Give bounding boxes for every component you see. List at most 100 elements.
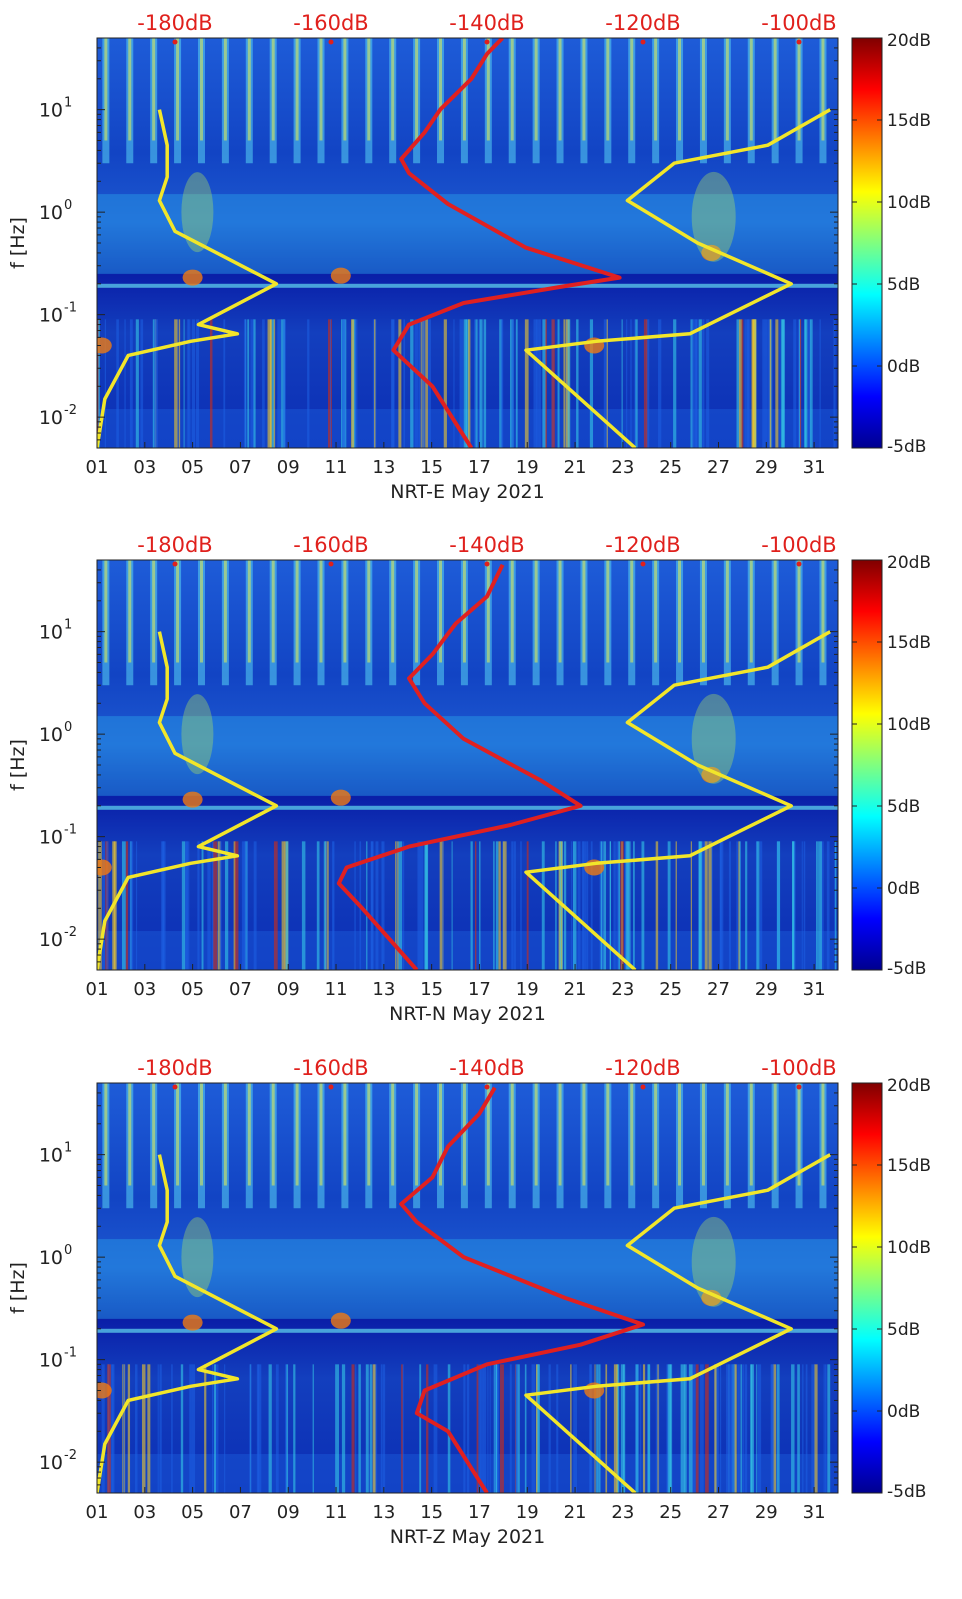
top-db-label: -100dB xyxy=(761,11,836,35)
lowfreq-bar xyxy=(834,841,837,970)
energy-blob xyxy=(691,1216,736,1307)
lowfreq-bar xyxy=(483,319,487,448)
lowfreq-bar xyxy=(354,841,356,970)
lowfreq-bar xyxy=(241,841,245,970)
daily-streak-core xyxy=(462,1083,466,1186)
energy-spot xyxy=(182,1314,203,1331)
lowfreq-bar xyxy=(410,319,414,448)
lowfreq-bar xyxy=(98,319,100,448)
daily-streak-core xyxy=(295,1083,299,1186)
colorbar-label: 10dB xyxy=(887,715,931,735)
lowfreq-bar xyxy=(419,841,424,970)
daily-streak-core xyxy=(343,38,347,141)
daily-streak-core xyxy=(247,560,251,663)
y-tick-label: 10 xyxy=(39,202,63,224)
lowfreq-bar xyxy=(478,1364,481,1493)
lowfreq-bar xyxy=(468,319,471,448)
lowfreq-bar xyxy=(818,841,822,970)
lowfreq-bar xyxy=(526,841,529,970)
x-tick-label: 31 xyxy=(803,1502,826,1523)
top-db-marker xyxy=(796,561,802,567)
lowfreq-bar xyxy=(375,841,379,970)
energy-blob xyxy=(181,1217,214,1298)
daily-streak-core xyxy=(486,560,490,663)
x-tick-label: 19 xyxy=(516,979,539,1000)
lowfreq-bar xyxy=(617,1364,620,1493)
lowfreq-bar xyxy=(480,1364,484,1493)
lowfreq-bar xyxy=(571,841,573,970)
x-tick-label: 27 xyxy=(707,457,730,478)
lowfreq-bar xyxy=(524,319,529,448)
x-tick-label: 29 xyxy=(755,457,778,478)
x-tick-label: 15 xyxy=(420,979,443,1000)
lowfreq-bar xyxy=(736,319,740,448)
lowfreq-bar xyxy=(211,841,215,970)
lowfreq-bar xyxy=(135,1364,138,1493)
lowfreq-bar xyxy=(573,841,577,970)
daily-streak-core xyxy=(773,560,777,663)
lowfreq-bar xyxy=(271,319,274,448)
lowfreq-bar xyxy=(459,319,464,448)
y-tick-exponent: 0 xyxy=(64,198,72,213)
lowfreq-bar xyxy=(603,319,608,448)
lowfreq-bar xyxy=(738,319,743,448)
lowfreq-bar xyxy=(401,1364,403,1493)
lowfreq-bar xyxy=(398,841,403,970)
lowfreq-bar xyxy=(262,319,265,448)
lowfreq-bar xyxy=(536,319,541,448)
lowfreq-bar xyxy=(695,1364,699,1493)
daily-streak-core xyxy=(462,38,466,141)
daily-streak-core xyxy=(582,560,586,663)
lowfreq-bar xyxy=(223,319,226,448)
daily-streak-core xyxy=(773,1083,777,1186)
lowfreq-bar xyxy=(826,841,830,970)
lowfreq-bar xyxy=(589,1364,592,1493)
x-tick-label: 23 xyxy=(611,457,634,478)
y-tick-label: 10 xyxy=(39,407,63,429)
lowfreq-bar xyxy=(463,319,467,448)
energy-spot xyxy=(97,337,112,354)
colorbar xyxy=(851,559,883,971)
lowfreq-bar xyxy=(217,841,221,970)
top-db-marker xyxy=(640,1084,646,1090)
top-db-marker xyxy=(640,561,646,567)
lowfreq-bar xyxy=(559,841,561,970)
energy-spot xyxy=(182,269,203,286)
daily-streak-core xyxy=(606,1083,610,1186)
lowfreq-bar xyxy=(140,319,144,448)
daily-streak-core xyxy=(391,38,395,141)
lowfreq-bar xyxy=(658,319,662,448)
lowfreq-bar xyxy=(178,319,181,448)
lowfreq-bar xyxy=(187,319,189,448)
daily-streak-core xyxy=(104,38,108,141)
lowfreq-bar xyxy=(801,841,803,970)
lowfreq-bar xyxy=(335,1364,339,1493)
daily-streak-core xyxy=(558,38,562,141)
daily-streak-core xyxy=(152,560,156,663)
daily-streak-core xyxy=(510,38,514,141)
lowfreq-bar xyxy=(196,319,200,448)
x-tick-label: 01 xyxy=(86,1502,109,1523)
lowfreq-bar xyxy=(548,1364,551,1493)
daily-streak-core xyxy=(678,38,682,141)
lowfreq-bar xyxy=(116,319,119,448)
lowfreq-bar xyxy=(539,319,541,448)
lowfreq-bar xyxy=(589,319,594,448)
daily-streak-core xyxy=(678,1083,682,1186)
lowfreq-bar xyxy=(316,841,320,970)
x-tick-label: 03 xyxy=(133,1502,156,1523)
lowfreq-bar xyxy=(726,1364,730,1493)
lowfreq-bar xyxy=(698,319,702,448)
lowfreq-bar xyxy=(816,841,818,970)
daily-streak-core xyxy=(415,560,419,663)
x-tick-label: 31 xyxy=(803,979,826,1000)
x-tick-label: 09 xyxy=(277,457,300,478)
lowfreq-bar xyxy=(594,1364,596,1493)
lowfreq-bar xyxy=(824,1364,827,1493)
lowfreq-bar xyxy=(366,841,368,970)
lowfreq-bar xyxy=(483,1364,487,1493)
top-db-marker xyxy=(328,39,334,45)
lowfreq-bar xyxy=(700,1364,704,1493)
lowfreq-bar xyxy=(341,319,346,448)
lowfreq-bar xyxy=(582,841,587,970)
